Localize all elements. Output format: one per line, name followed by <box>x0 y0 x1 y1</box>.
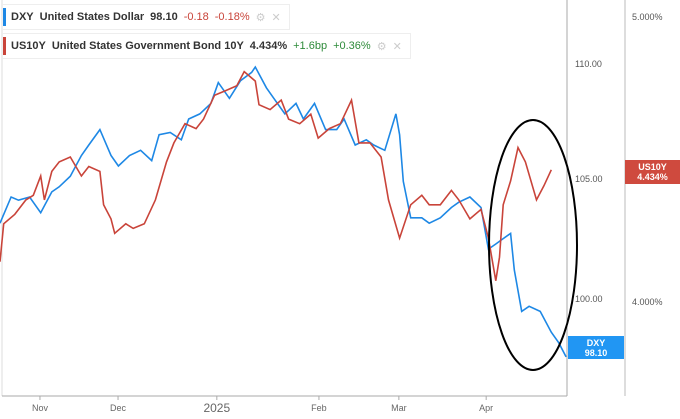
x-axis-tick-label: Mar <box>391 403 407 413</box>
legend-change-pct: +0.36% <box>333 40 371 52</box>
x-axis-tick-label: Nov <box>31 403 48 413</box>
us10y-price-tag: US10Y 4.434% <box>625 160 680 184</box>
left-axis-tick: 100.00 <box>575 294 603 304</box>
tag-symbol: DXY <box>586 338 606 348</box>
legend-change: +1.6bp <box>293 40 328 52</box>
settings-icon[interactable]: ⚙ <box>376 40 387 53</box>
tag-value: 98.10 <box>584 348 608 358</box>
right-axis-tick: 5.000% <box>632 12 663 22</box>
legend-name: United States Government Bond 10Y <box>51 40 244 52</box>
settings-icon[interactable]: ⚙ <box>255 11 266 24</box>
legend-name: United States Dollar <box>39 11 145 23</box>
legend-dxy[interactable]: DXY United States Dollar 98.10 -0.18 -0.… <box>2 4 290 30</box>
series-color-bar <box>3 8 6 26</box>
series-line-us10y[interactable] <box>0 70 553 281</box>
legend-change-pct: -0.18% <box>214 11 250 23</box>
series-color-bar <box>3 37 6 55</box>
left-axis-tick: 110.00 <box>575 59 602 69</box>
x-axis-tick-label: 2025 <box>203 401 231 415</box>
legend-value: 98.10 <box>150 11 178 23</box>
tag-value: 4.434% <box>637 172 668 182</box>
legend-symbol: US10Y <box>11 40 46 52</box>
series-line-dxy[interactable] <box>0 65 567 358</box>
legend-value: 4.434% <box>249 40 288 52</box>
annotation-ellipse <box>488 119 578 371</box>
x-axis-tick-label: Dec <box>110 403 127 413</box>
right-axis-tick: 4.000% <box>632 297 663 307</box>
x-axis-tick-label: Apr <box>479 403 494 413</box>
legend-symbol: DXY <box>11 11 34 23</box>
dxy-price-tag: DXY 98.10 <box>568 336 624 359</box>
tag-symbol: US10Y <box>638 162 667 172</box>
legend-us10y[interactable]: US10Y United States Government Bond 10Y … <box>2 33 411 59</box>
close-icon[interactable]: ✕ <box>271 11 281 24</box>
legend-change: -0.18 <box>183 11 209 23</box>
x-axis-tick-label: Feb <box>311 403 327 413</box>
close-icon[interactable]: ✕ <box>392 40 402 53</box>
left-axis-tick: 105.00 <box>575 174 603 184</box>
